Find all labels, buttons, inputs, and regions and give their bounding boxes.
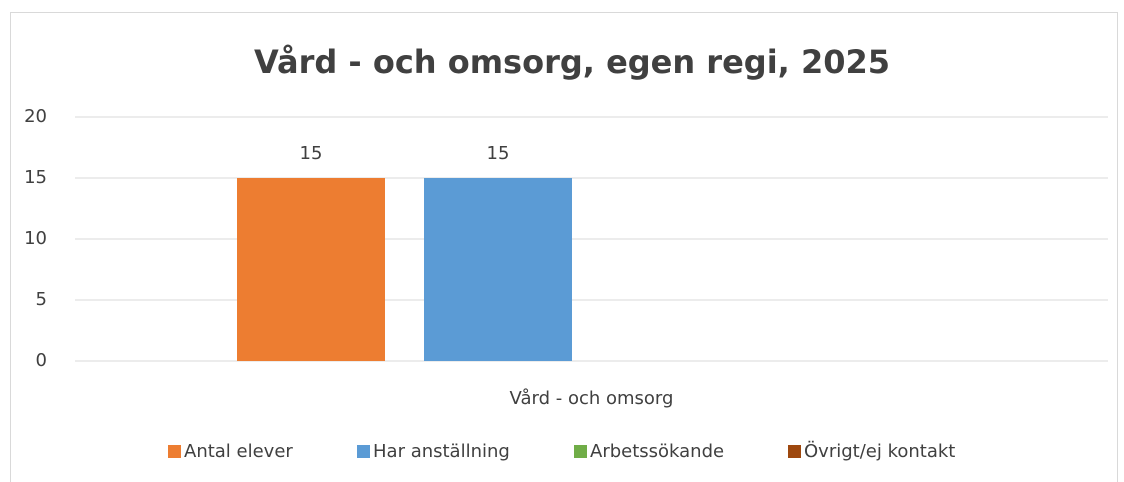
- legend-swatch: [168, 445, 181, 458]
- data-label: 15: [487, 143, 510, 164]
- legend-swatch: [574, 445, 587, 458]
- legend-label: Övrigt/ej kontakt: [804, 440, 955, 462]
- chart-title: Vård - och omsorg, egen regi, 2025: [254, 43, 890, 81]
- y-tick-label: 20: [24, 106, 47, 127]
- y-tick-label: 5: [36, 289, 47, 310]
- bar: [424, 178, 572, 361]
- x-tick-label: Vård - och omsorg: [510, 388, 674, 409]
- legend-swatch: [788, 445, 801, 458]
- bar: [237, 178, 385, 361]
- legend-label: Har anställning: [373, 441, 510, 462]
- legend-label: Arbetssökande: [590, 441, 724, 462]
- y-tick-label: 10: [24, 228, 47, 249]
- y-tick-label: 15: [24, 167, 47, 188]
- legend-swatch: [357, 445, 370, 458]
- y-tick-label: 0: [36, 350, 47, 371]
- legend-label: Antal elever: [184, 441, 293, 462]
- data-label: 15: [300, 143, 323, 164]
